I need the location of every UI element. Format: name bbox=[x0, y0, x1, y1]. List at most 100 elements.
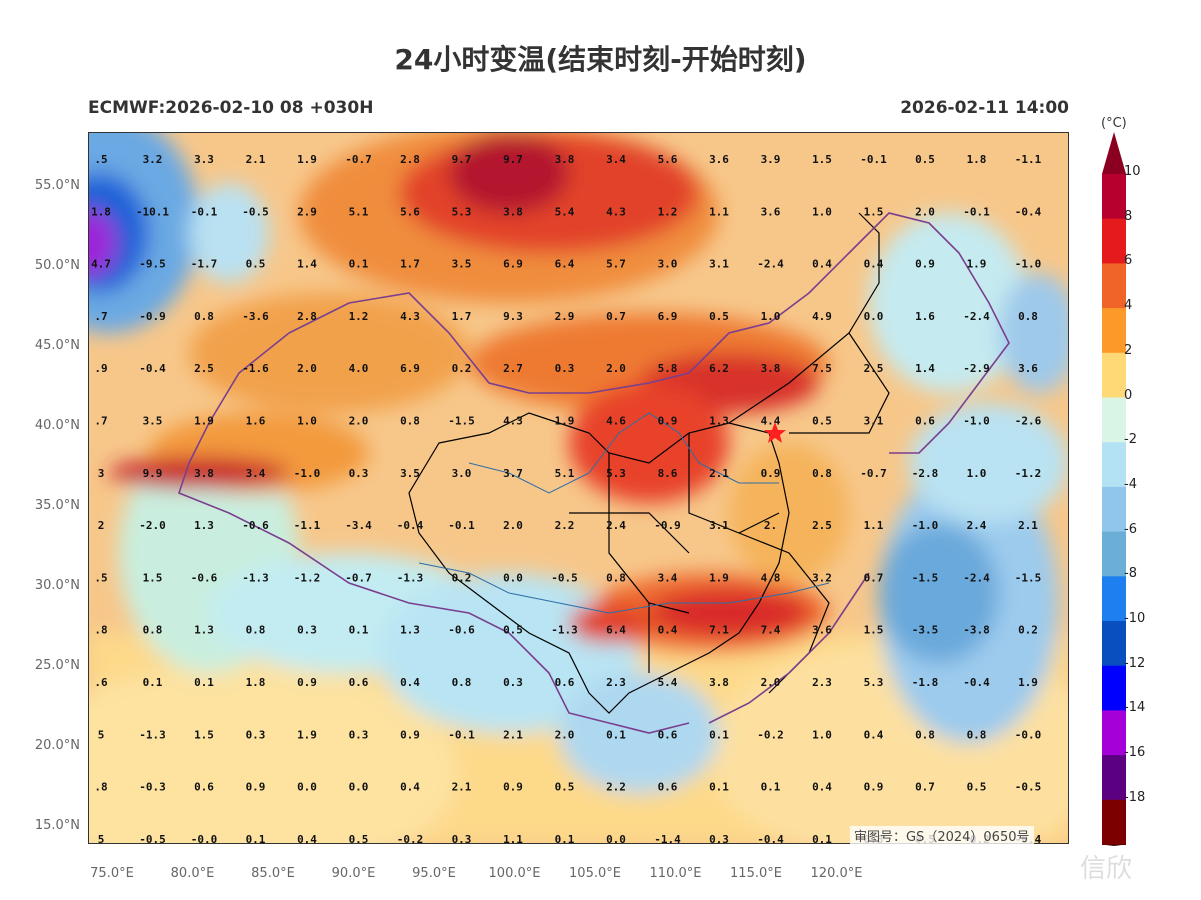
temperature-value: -2.9 bbox=[963, 362, 990, 375]
temperature-value: 3.8 bbox=[709, 676, 729, 689]
temperature-value: 3.4 bbox=[246, 467, 266, 480]
temperature-value: 0.4 bbox=[864, 258, 884, 271]
latitude-tick-label: 50.0°N bbox=[34, 258, 80, 273]
longitude-tick-label: 100.0°E bbox=[488, 866, 541, 881]
colorbar-block bbox=[1102, 442, 1126, 488]
temperature-value: 5 bbox=[98, 728, 105, 741]
colorbar-block bbox=[1102, 710, 1126, 756]
temperature-value: 0.1 bbox=[194, 676, 214, 689]
temperature-value: -0.6 bbox=[191, 571, 218, 584]
temperature-value: 4.3 bbox=[503, 415, 523, 428]
temperature-value: -1.0 bbox=[963, 415, 990, 428]
longitude-tick-label: 85.0°E bbox=[251, 866, 295, 881]
chart-title: 24小时变温(结束时刻-开始时刻) bbox=[394, 43, 807, 76]
temperature-value: 1.5 bbox=[864, 205, 884, 218]
colorbar-tick-label: 0 bbox=[1124, 387, 1133, 403]
temperature-value: 3.1 bbox=[709, 258, 729, 271]
temperature-value: 2.9 bbox=[555, 310, 575, 323]
temperature-value: -1.5 bbox=[1015, 571, 1042, 584]
temperature-value: 4.3 bbox=[400, 310, 420, 323]
temperature-value: 1.9 bbox=[967, 258, 987, 271]
temperature-value: 2.2 bbox=[606, 781, 626, 794]
longitude-tick-label: 120.0°E bbox=[810, 866, 863, 881]
temperature-value: 0.5 bbox=[246, 258, 266, 271]
temperature-value: 0.7 bbox=[606, 310, 626, 323]
temperature-value: 7.5 bbox=[812, 362, 832, 375]
temperature-value: 1.6 bbox=[915, 310, 935, 323]
temperature-value: 6.9 bbox=[400, 362, 420, 375]
temperature-value: 0.2 bbox=[1018, 624, 1038, 637]
temperature-value: 1.3 bbox=[400, 624, 420, 637]
temperature-value: -1.1 bbox=[294, 519, 321, 532]
temperature-value: 0.3 bbox=[709, 833, 729, 844]
temperature-value: 3.8 bbox=[761, 362, 781, 375]
temperature-value: 2.0 bbox=[915, 205, 935, 218]
temperature-value: 5.3 bbox=[864, 676, 884, 689]
temperature-value: 1.5 bbox=[194, 728, 214, 741]
temperature-value: 0.6 bbox=[915, 415, 935, 428]
latitude-tick-label: 35.0°N bbox=[34, 498, 80, 513]
temperature-value: .7 bbox=[94, 415, 107, 428]
colorbar-tick-label: -2 bbox=[1124, 432, 1137, 448]
national-border bbox=[178, 212, 1010, 734]
colorbar-tick-label: -6 bbox=[1124, 521, 1137, 537]
temperature-value: 6.4 bbox=[606, 624, 626, 637]
temperature-value: 0.6 bbox=[658, 728, 678, 741]
temperature-value: 0.4 bbox=[400, 676, 420, 689]
temperature-value: 1.9 bbox=[194, 415, 214, 428]
temperature-value: 3.5 bbox=[143, 415, 163, 428]
temperature-value: 1.4 bbox=[915, 362, 935, 375]
temperature-value: -1.0 bbox=[912, 519, 939, 532]
colorbar-tick-label: -18 bbox=[1124, 789, 1146, 805]
temperature-value: 0.0 bbox=[606, 833, 626, 844]
temperature-value: 0.1 bbox=[246, 833, 266, 844]
temperature-value: -0.0 bbox=[191, 833, 218, 844]
temperature-value: 0.9 bbox=[400, 728, 420, 741]
temperature-value: 6.4 bbox=[555, 258, 575, 271]
colorbar-block bbox=[1102, 352, 1126, 398]
temperature-value: -0.2 bbox=[757, 728, 784, 741]
temperature-value: 3.6 bbox=[709, 153, 729, 166]
temperature-value: 1.9 bbox=[709, 571, 729, 584]
latitude-tick-label: 55.0°N bbox=[34, 178, 80, 193]
temperature-field bbox=[89, 133, 1068, 843]
temperature-value: 0.3 bbox=[555, 362, 575, 375]
temperature-value: 0.6 bbox=[658, 781, 678, 794]
temperature-value: 1.6 bbox=[246, 415, 266, 428]
temperature-value: 0.1 bbox=[349, 624, 369, 637]
temperature-value: 1.0 bbox=[812, 205, 832, 218]
temperature-value: 0.7 bbox=[864, 571, 884, 584]
temperature-value: 0.7 bbox=[915, 781, 935, 794]
rivers bbox=[418, 412, 830, 614]
temperature-value: 0.1 bbox=[709, 728, 729, 741]
temperature-value: -0.9 bbox=[139, 310, 166, 323]
colorbar-block bbox=[1102, 174, 1126, 220]
temperature-value: 0.1 bbox=[709, 781, 729, 794]
colorbar-tick-label: 10 bbox=[1124, 164, 1141, 179]
temperature-value: 1.1 bbox=[709, 205, 729, 218]
temperature-value: -0.5 bbox=[242, 205, 269, 218]
temperature-value: -2.4 bbox=[963, 571, 990, 584]
temperature-value: 0.0 bbox=[864, 310, 884, 323]
temperature-value: -1.3 bbox=[242, 571, 269, 584]
temperature-value: 0.5 bbox=[967, 781, 987, 794]
temperature-value: 1.3 bbox=[194, 519, 214, 532]
temperature-change-map[interactable]: .5 3.2 3.3 2.1 1.9 -0.7 2.8 9.7 9.7 3.8 3.4 5.6 3.6 3… bbox=[88, 132, 1069, 844]
temperature-value: 3.0 bbox=[452, 467, 472, 480]
colorbar-tick-label: -8 bbox=[1124, 566, 1137, 582]
temperature-value: 0.6 bbox=[349, 676, 369, 689]
temperature-value: 0.9 bbox=[864, 781, 884, 794]
temperature-value: 3.2 bbox=[143, 153, 163, 166]
temperature-value: 2.3 bbox=[606, 676, 626, 689]
longitude-tick-label: 95.0°E bbox=[412, 866, 456, 881]
temperature-value: -2.4 bbox=[757, 258, 784, 271]
temperature-value: 6.2 bbox=[709, 362, 729, 375]
valid-time-label: 2026-02-11 14:00 bbox=[900, 98, 1069, 118]
temperature-value: 0.1 bbox=[812, 833, 832, 844]
colorbar-tick-label: -10 bbox=[1124, 611, 1146, 626]
temperature-value: 2.9 bbox=[297, 205, 317, 218]
temperature-value: 4.4 bbox=[761, 415, 781, 428]
longitude-tick-label: 105.0°E bbox=[569, 866, 621, 881]
temperature-value: -2.0 bbox=[139, 519, 166, 532]
temperature-value: 2.1 bbox=[1018, 519, 1038, 532]
